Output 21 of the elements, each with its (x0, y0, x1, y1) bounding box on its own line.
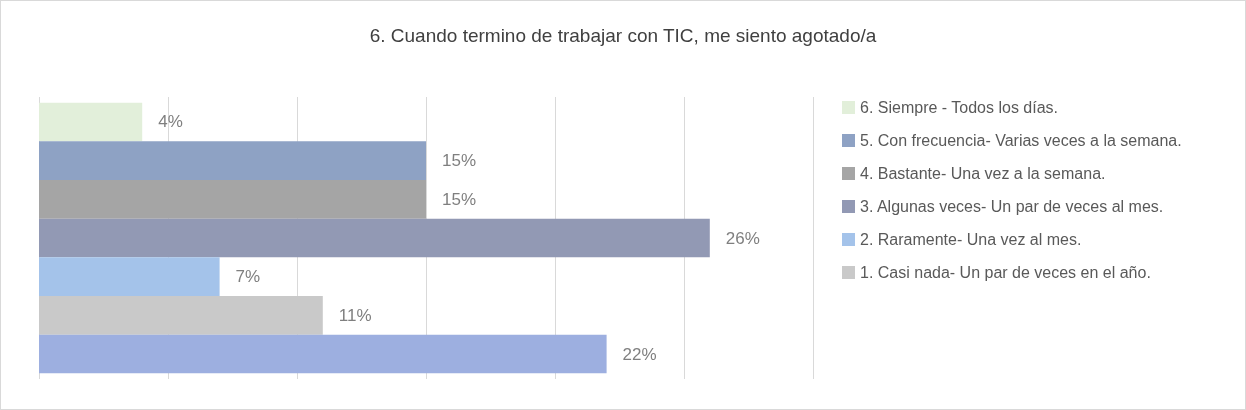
bar (39, 334, 607, 374)
bar (39, 257, 220, 297)
data-label: 11% (338, 305, 372, 325)
data-label: 26% (725, 228, 760, 248)
data-label: 22% (622, 344, 657, 364)
chart-title: 6. Cuando termino de trabajar con TIC, me siento agotado/a (369, 25, 877, 46)
legend-label: 4. Bastante- Una vez a la semana. (860, 165, 1106, 182)
data-label: 15% (442, 151, 477, 171)
legend-label: 5. Con frecuencia- Varias veces a la semana. (860, 132, 1182, 149)
data-label: 7% (235, 267, 261, 287)
bar (39, 218, 710, 258)
legend-label: 6. Siempre - Todos los días. (860, 99, 1059, 116)
data-label: 4% (158, 112, 183, 132)
data-label: 15% (442, 189, 477, 209)
legend-label: 1. Casi nada- Un par de veces en el año. (860, 264, 1151, 281)
bar (39, 141, 426, 180)
bar (39, 179, 426, 219)
legend-label: 2. Raramente- Una vez al mes. (860, 231, 1082, 248)
bar (39, 102, 143, 142)
bar (39, 296, 323, 335)
legend-label: 3. Algunas veces- Un par de veces al mes. (860, 198, 1164, 215)
